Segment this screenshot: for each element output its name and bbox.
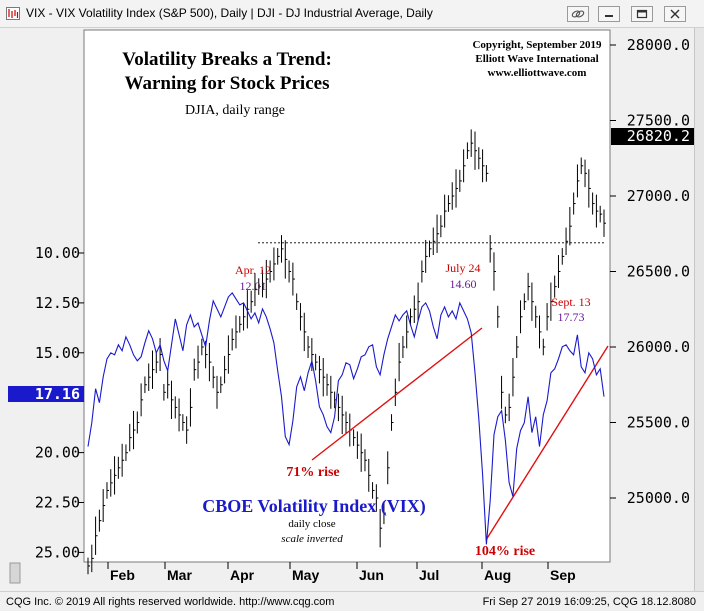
x-tick-label: Feb [110,567,135,583]
close-icon [670,9,680,19]
status-timestamp: Fri Sep 27 2019 16:09:25, CQG 18.12.8080 [482,596,696,608]
plot-background [83,29,611,563]
djia-tick-label: 26000.0 [627,338,690,356]
vix-series [87,292,605,545]
jul24-value: 14.60 [450,277,477,291]
djia-tick-label: 27000.0 [627,187,690,205]
djia-label: DJIA, daily range [185,103,285,118]
djia-tick-label: 27500.0 [627,112,690,130]
djia-series [87,129,606,575]
right-panel-edge [694,28,704,591]
vix-tick-label: 15.00 [35,344,80,362]
minimize-icon [605,15,613,17]
vix-tick-label: 20.00 [35,444,80,462]
apr12-label: Apr. 12 [235,263,271,277]
maximize-button[interactable] [631,6,653,22]
trendline-1 [311,327,483,461]
x-tick-label: Apr [230,567,255,583]
djia-tick-label: 28000.0 [627,36,690,54]
scrollbar-handle[interactable] [9,562,21,584]
time-axis: Feb Mar Apr May Jun Jul Aug Sep [107,562,576,583]
vix-subtitle-2: scale inverted [281,533,343,545]
trendlines [311,327,609,541]
trendline-2 [485,345,609,541]
vix-tick-label: 22.50 [35,494,80,512]
sep13-label: Sept. 13 [551,295,590,309]
vix-title: CBOE Volatility Index (VIX) [202,496,426,517]
rise-71-label: 71% rise [286,465,339,480]
x-tick-label: May [292,567,319,583]
x-tick-label: Aug [484,567,511,583]
chart-title-line2: Warning for Stock Prices [125,73,330,94]
chart-area[interactable]: 10.00 12.50 15.00 20.00 22.50 25.00 28000.0 27… [0,28,694,591]
djia-current-tag-bg [611,128,694,145]
maximize-icon [636,9,648,19]
copyright-line3: www.elliottwave.com [488,67,587,79]
status-bar: CQG Inc. © 2019 All rights reserved worl… [0,591,704,611]
chart-title-line1: Volatility Breaks a Trend: [122,49,332,70]
vix-line [87,292,605,545]
djia-tick-label: 25500.0 [627,414,690,432]
rise-104-label: 104% rise [475,544,535,559]
status-copyright: CQG Inc. © 2019 All rights reserved worl… [6,596,335,608]
x-tick-label: Jun [359,567,384,583]
jul24-label: July 24 [445,261,480,275]
title-bar: VIX - VIX Volatility Index (S&P 500), Da… [0,0,704,28]
vix-current-tag-bg [8,386,84,402]
minimize-button[interactable] [598,6,620,22]
apr12-value: 12.01 [240,279,267,293]
vix-tick-label: 12.50 [35,294,80,312]
sep13-value: 17.73 [558,310,585,324]
chart-app-icon [6,7,20,20]
djia-tick-label: 26500.0 [627,263,690,281]
link-button[interactable] [567,6,589,22]
x-tick-label: Mar [167,567,192,583]
vix-tick-label: 10.00 [35,244,80,262]
copyright-line1: Copyright, September 2019 [472,39,602,51]
vix-current-tag: 17.16 [35,385,80,403]
vix-tick-label: 25.00 [35,543,80,561]
vix-subtitle-1: daily close [288,518,335,530]
x-tick-label: Sep [550,567,576,583]
djia-tick-label: 25000.0 [627,489,690,507]
copyright-line2: Elliott Wave International [475,53,598,65]
vix-axis: 10.00 12.50 15.00 20.00 22.50 25.00 [35,244,84,561]
link-icon [571,10,585,18]
close-button[interactable] [664,6,686,22]
window-title: VIX - VIX Volatility Index (S&P 500), Da… [26,6,433,20]
chart-svg: 10.00 12.50 15.00 20.00 22.50 25.00 28000.0 27… [0,28,694,591]
djia-axis: 28000.0 27500.0 27000.0 26500.0 26000.0 25500… [610,36,690,507]
x-tick-label: Jul [419,567,439,583]
djia-current-tag: 26820.2 [627,127,690,145]
